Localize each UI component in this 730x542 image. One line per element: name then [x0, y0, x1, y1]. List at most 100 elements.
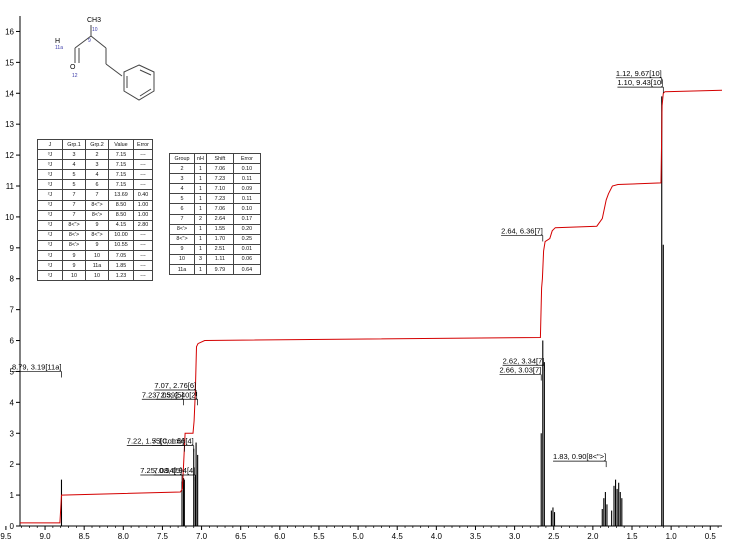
- peak-annotations: 8.79, 3.19[11a] 7.07, 2.76[6]7.23, 2.39[5…: [11, 69, 664, 481]
- table-cell: 7: [85, 189, 109, 201]
- table-cell: 6: [169, 203, 195, 215]
- table-cell: 2: [194, 213, 207, 225]
- table-cell: 2.80: [133, 219, 153, 231]
- table-header-cell: Value: [108, 138, 134, 151]
- table-cell: 1: [194, 233, 207, 245]
- molecule-label-ch3: CH3: [87, 17, 101, 24]
- table-row: 10 3 1.11 0.06: [169, 253, 261, 266]
- table-cell: 8.50: [108, 209, 134, 221]
- table-header-cell: nH: [194, 152, 207, 165]
- table-row: 8<"> 1 1.70 0.25: [169, 233, 261, 245]
- molecule-label-10: 10: [92, 27, 98, 33]
- table-cell: 7.15: [108, 179, 134, 191]
- x-tick-label: 0.5: [705, 532, 717, 541]
- table-cell: 7.06: [205, 163, 234, 175]
- table-row: ³J 9 10 7.05 ---: [37, 250, 153, 262]
- table-row: ³J 8<"> 9 4.15 2.80: [37, 219, 153, 231]
- table-cell: 1.55: [205, 223, 234, 235]
- y-tick-label: 10: [5, 213, 14, 222]
- table-cell: 5: [62, 169, 86, 181]
- peak-annotation: 8.79, 3.19[11a]: [11, 362, 62, 378]
- table-cell: ³J: [37, 209, 63, 221]
- axes: 9.5 9.0 8.5 8.0 7.5 7.0 6.5 6.0 5.5 5.0 4.5 4.0 3.5 3…: [0, 16, 722, 541]
- peak-annotation-label: 7.25, 0.94[5]: [140, 466, 182, 475]
- table-cell: 7.15: [108, 159, 134, 171]
- table-cell: 7.10: [205, 183, 234, 195]
- table-cell: 8.50: [108, 199, 134, 211]
- table-cell: 9: [62, 250, 86, 262]
- y-tick-label: 2: [10, 460, 15, 469]
- x-tick-label: 6.5: [235, 532, 247, 541]
- table-cell: ³J: [37, 270, 63, 282]
- table-cell: 7: [62, 209, 86, 221]
- table-cell: 3: [62, 149, 86, 161]
- table-cell: 10.00: [108, 229, 134, 241]
- coupling-constants-table: J Grp.1 Grp.2 Value Error ³J 3 2 7.15 --- ³J 4 3 7.15…: [37, 138, 153, 282]
- table-cell: 10: [62, 270, 86, 282]
- table-row: ²J 8<'> 8<"> 10.00 ---: [37, 229, 153, 241]
- x-tick-label: 5.0: [353, 532, 365, 541]
- table-cell: 10.55: [108, 239, 134, 252]
- table-cell: 0.09: [232, 183, 261, 195]
- peak-annotation-label: 8.79, 3.19[11a]: [12, 362, 62, 371]
- table-cell: 9: [62, 260, 86, 272]
- y-tick-label: 7: [10, 306, 15, 315]
- table-cell: ---: [133, 260, 153, 272]
- y-tick-label: 8: [10, 275, 15, 284]
- table-cell: 1.23: [108, 270, 134, 282]
- peak-annotation: 1.83, 0.90[8<">]: [553, 452, 607, 468]
- table-cell: 0.10: [232, 163, 261, 175]
- y-tick-label: 0: [10, 522, 15, 531]
- table-cell: 1.00: [133, 209, 153, 221]
- table-header-row: Group nH Shift Error: [169, 152, 261, 165]
- peak-annotation: 7.05, 2.40[2]: [155, 390, 199, 406]
- x-tick-label: 8.0: [118, 532, 130, 541]
- table-cell: 7: [62, 199, 86, 211]
- table-row: ³J 3 2 7.15 ---: [37, 149, 153, 161]
- integral-curve: [20, 89, 723, 524]
- table-row: 9 1 2.51 0.01: [169, 243, 261, 255]
- table-row: ³J 9 11a 1.85 ---: [37, 260, 153, 272]
- table-cell: ---: [133, 159, 153, 171]
- table-row: 3 1 7.23 0.11: [169, 173, 261, 185]
- table-cell: 1: [194, 183, 207, 195]
- table-cell: 7.15: [108, 149, 134, 161]
- molecule-label-h: H: [55, 38, 60, 45]
- molecule-label-12: 12: [72, 73, 78, 79]
- table-row: ³J 4 3 7.15 ---: [37, 159, 153, 171]
- table-cell: ³J: [37, 260, 63, 272]
- table-cell: 13.69: [108, 189, 134, 201]
- table-cell: ³J: [37, 159, 63, 171]
- table-cell: ---: [133, 149, 153, 161]
- table-row: 11a 1 9.79 0.64: [169, 264, 261, 276]
- table-cell: ³J: [37, 219, 63, 231]
- table-cell: 9: [85, 239, 109, 252]
- table-cell: 7.06: [205, 203, 234, 215]
- table-cell: ---: [133, 169, 153, 181]
- table-cell: 1.85: [108, 260, 134, 272]
- peak-annotation: 1.12, 9.67[10]: [615, 69, 663, 84]
- peak-annotation: 2.64, 6.36[7]: [501, 226, 544, 242]
- y-tick-label: 4: [10, 398, 15, 407]
- table-cell: 4: [62, 159, 86, 171]
- y-tick-label: 5: [10, 367, 15, 376]
- table-cell: 1.70: [205, 233, 234, 245]
- table-cell: 7.05: [108, 250, 134, 262]
- table-cell: 0.10: [232, 203, 261, 215]
- peak-annotation: 7.10, 1.56[4]: [152, 437, 195, 452]
- table-cell: 0.64: [232, 264, 261, 276]
- table-cell: 8<">: [85, 229, 109, 241]
- x-tick-label: 1.0: [666, 532, 678, 541]
- x-tick-label: 2.0: [587, 532, 599, 541]
- peak-lines: [60, 96, 664, 526]
- table-header-cell: Grp.1: [62, 138, 86, 151]
- table-cell: 1: [194, 173, 207, 185]
- table-header-row: J Grp.1 Grp.2 Value Error: [37, 138, 153, 151]
- table-cell: ³J: [37, 169, 63, 181]
- table-cell: ³J: [37, 179, 63, 191]
- peak-annotation: 2.66, 3.03[7]: [499, 366, 542, 381]
- table-cell: 3: [85, 159, 109, 171]
- table-cell: ²J: [37, 229, 63, 241]
- table-cell: 1.11: [205, 253, 234, 266]
